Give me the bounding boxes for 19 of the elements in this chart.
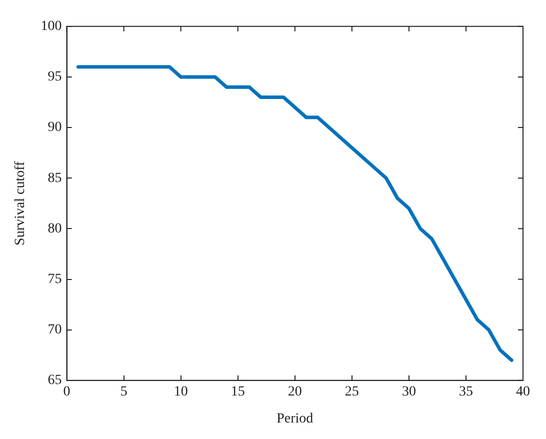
x-tick-label: 10 bbox=[174, 384, 188, 400]
y-tick-label: 70 bbox=[48, 322, 62, 338]
y-tick-label: 75 bbox=[48, 272, 62, 287]
y-tick-label: 85 bbox=[48, 170, 62, 186]
x-tick-label: 35 bbox=[458, 384, 473, 400]
y-tick-label: 65 bbox=[48, 373, 62, 388]
y-tick-label: 90 bbox=[48, 120, 62, 136]
x-tick-label: 25 bbox=[344, 384, 359, 400]
x-tick-label: 20 bbox=[288, 384, 302, 400]
x-tick-label: 30 bbox=[402, 384, 416, 400]
x-tick-label: 15 bbox=[230, 384, 245, 400]
x-tick-label: 40 bbox=[516, 384, 530, 400]
x-axis-title: Period bbox=[276, 411, 314, 426]
y-axis-title: Survival cutoff bbox=[13, 161, 28, 246]
y-tick-label: 80 bbox=[48, 221, 62, 236]
x-tick-label: 5 bbox=[120, 384, 128, 400]
y-tick-label: 95 bbox=[48, 70, 62, 85]
x-tick-label: 0 bbox=[63, 384, 70, 400]
y-tick-label: 100 bbox=[40, 19, 62, 34]
